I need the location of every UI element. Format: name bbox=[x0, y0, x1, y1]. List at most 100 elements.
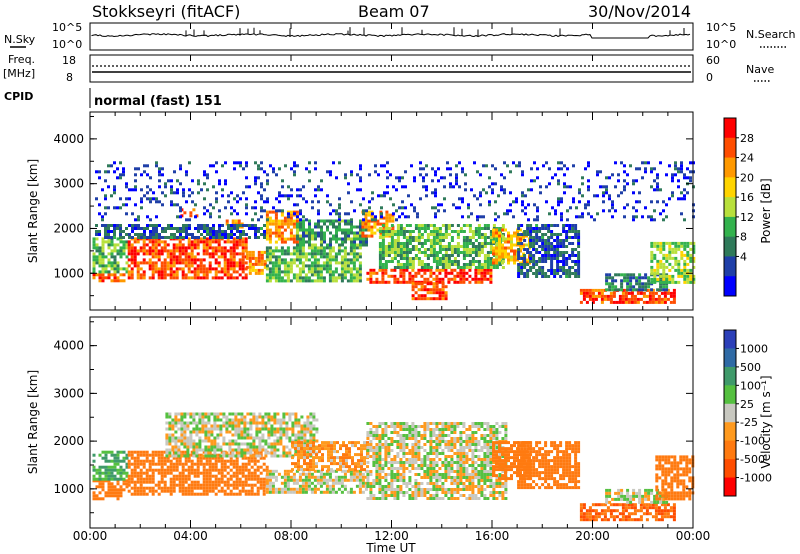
power-cell bbox=[296, 222, 299, 226]
power-cell bbox=[208, 270, 212, 274]
vel-cell bbox=[249, 442, 253, 446]
power-cell bbox=[260, 215, 263, 219]
power-cell bbox=[194, 227, 197, 230]
nave-tick-top: 60 bbox=[706, 54, 720, 67]
power-cell bbox=[98, 170, 101, 174]
power-cell bbox=[402, 233, 406, 236]
power-cell bbox=[347, 191, 350, 195]
power-cell bbox=[295, 255, 299, 259]
power-cell bbox=[529, 236, 533, 239]
vel-cell bbox=[169, 462, 173, 466]
power-cell bbox=[340, 249, 344, 253]
power-cell bbox=[441, 233, 445, 236]
power-cell bbox=[517, 224, 521, 227]
vel-cell bbox=[160, 462, 164, 466]
power-cell bbox=[417, 236, 421, 239]
power-cell bbox=[367, 222, 371, 226]
vel-cell bbox=[235, 450, 239, 454]
power-cell bbox=[416, 215, 419, 219]
power-cell bbox=[650, 277, 654, 281]
vel-cell bbox=[358, 484, 362, 488]
power-cell bbox=[566, 218, 569, 222]
power-cell bbox=[402, 266, 406, 269]
power-cell bbox=[308, 170, 311, 174]
power-cell bbox=[286, 237, 290, 241]
vel-cell bbox=[213, 415, 217, 419]
power-cell bbox=[517, 269, 521, 272]
power-cell bbox=[500, 188, 503, 192]
power-cell bbox=[263, 262, 267, 266]
power-cell bbox=[280, 225, 284, 229]
power-cell bbox=[310, 255, 314, 259]
power-cell bbox=[326, 219, 329, 223]
power-cell bbox=[510, 243, 513, 247]
power-cell bbox=[473, 194, 476, 198]
vel-cell bbox=[178, 480, 182, 484]
power-cell bbox=[191, 200, 194, 204]
power-cell bbox=[521, 203, 524, 207]
power-cell bbox=[462, 268, 466, 272]
power-cell bbox=[257, 176, 260, 180]
vel-cell bbox=[223, 480, 227, 484]
vel-cell bbox=[285, 436, 289, 440]
power-cell bbox=[277, 270, 281, 274]
vel-cell bbox=[148, 459, 152, 463]
vel-cell bbox=[184, 477, 188, 481]
power-cell bbox=[648, 300, 652, 304]
vel-cell bbox=[139, 453, 143, 457]
vel-cell bbox=[122, 456, 126, 460]
power-cell bbox=[553, 248, 557, 251]
power-cell bbox=[644, 161, 647, 165]
power-cell bbox=[296, 164, 299, 168]
vel-cell bbox=[294, 444, 297, 448]
vel-cell bbox=[259, 471, 263, 475]
power-cell bbox=[435, 254, 439, 257]
vel-cell bbox=[110, 474, 114, 478]
vel-cell bbox=[207, 451, 211, 455]
vel-cell bbox=[183, 436, 187, 440]
power-cell bbox=[349, 279, 353, 283]
power-cell bbox=[136, 267, 140, 271]
power-cell bbox=[405, 224, 409, 227]
vel-cell bbox=[273, 412, 277, 416]
power-cell bbox=[161, 230, 164, 233]
vel-cell bbox=[352, 478, 356, 482]
power-cell bbox=[382, 225, 386, 229]
power-cell bbox=[211, 252, 215, 256]
power-cell bbox=[668, 268, 672, 272]
power-cell bbox=[236, 212, 239, 216]
power-cell bbox=[474, 239, 478, 242]
vel-cell bbox=[237, 427, 241, 431]
power-cell bbox=[143, 230, 146, 233]
power-cell bbox=[239, 164, 242, 168]
power-cell bbox=[218, 215, 221, 219]
power-cell bbox=[287, 197, 290, 201]
vel-cell bbox=[205, 480, 209, 484]
power-cell bbox=[419, 161, 422, 165]
power-cell bbox=[571, 248, 575, 251]
power-cell bbox=[101, 267, 105, 271]
power-cell bbox=[423, 230, 427, 233]
power-cell bbox=[319, 267, 323, 271]
power-cell bbox=[597, 288, 601, 292]
vel-cell bbox=[222, 451, 226, 455]
power-cell bbox=[453, 260, 457, 263]
power-cell bbox=[343, 276, 347, 280]
power-cell bbox=[251, 262, 255, 266]
power-cell bbox=[274, 240, 278, 244]
power-cell bbox=[413, 206, 416, 210]
power-cell bbox=[193, 243, 197, 247]
power-cell bbox=[166, 267, 170, 271]
power-cell bbox=[277, 273, 281, 277]
power-cell bbox=[251, 224, 254, 227]
power-cell bbox=[298, 267, 302, 271]
power-cell bbox=[656, 185, 659, 189]
vel-cell bbox=[104, 465, 108, 469]
vel-cell bbox=[310, 475, 314, 479]
power-cell bbox=[110, 230, 113, 233]
power-cell bbox=[483, 227, 487, 230]
power-cell bbox=[148, 258, 152, 262]
vel-cell bbox=[261, 418, 265, 422]
power-cell bbox=[149, 188, 152, 192]
vel-cell bbox=[268, 475, 272, 479]
